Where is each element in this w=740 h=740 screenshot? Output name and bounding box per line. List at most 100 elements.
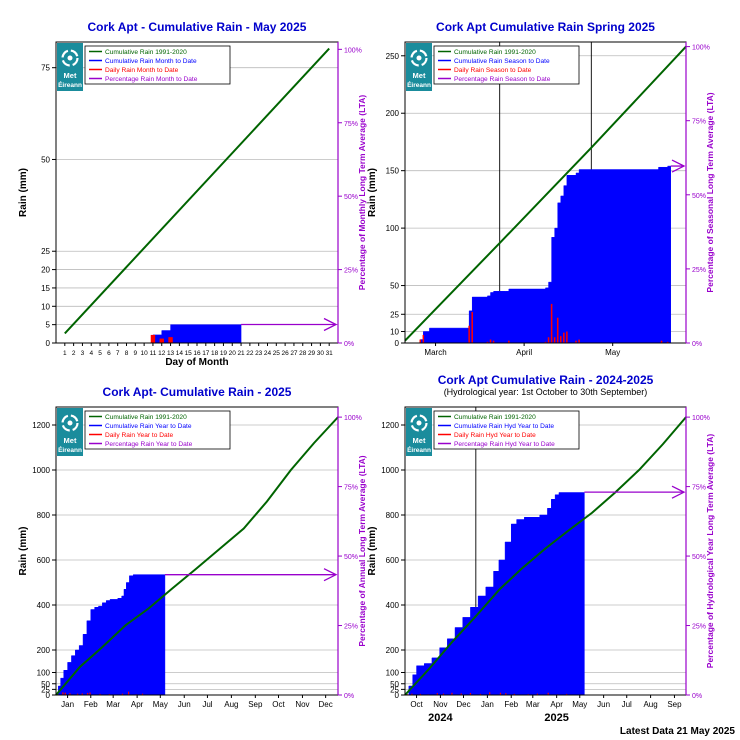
chart-panel-2: Cork Apt Cumulative Rain Spring 2025 0 10 2… (367, 20, 715, 357)
y-tick-label: 1200 (381, 421, 399, 430)
x-tick-label: 19 (220, 350, 228, 357)
y2-tick-label: 0% (692, 341, 702, 348)
swirl-icon (410, 49, 428, 67)
month-label: Nov (433, 700, 447, 709)
x-tick-label: 15 (185, 350, 193, 357)
daily-rain-bar (486, 341, 489, 343)
legend-entry: Cumulative Rain 1991-2020 (105, 49, 187, 56)
year-label: 2024 (428, 712, 453, 724)
daily-rain-bar (550, 303, 553, 343)
y2-tick-label: 0% (344, 341, 354, 348)
y-tick-label: 10 (390, 328, 399, 337)
swirl-center-icon (416, 420, 422, 426)
month-label: Aug (224, 700, 238, 709)
chart-legend: Cumulative Rain 1991-2020 Cumulative Rain… (433, 45, 580, 85)
swirl-center-icon (67, 420, 73, 426)
x-tick-label: 12 (158, 350, 166, 357)
y2-tick-label: 25% (692, 267, 706, 274)
legend-entry: Cumulative Rain Month to Date (105, 58, 197, 65)
daily-rain-bar (468, 325, 470, 343)
daily-rain-bar (411, 693, 413, 695)
y-tick-label: 75 (41, 64, 50, 73)
x-tick-label: 6 (107, 350, 111, 357)
y2-tick-label: 50% (344, 194, 358, 201)
x-tick-label: 27 (290, 350, 298, 357)
legend-entry: Percentage Rain Hyd Year to Date (454, 441, 555, 448)
legend-entry: Cumulative Rain Hyd Year to Date (454, 423, 554, 430)
daily-rain-bar (492, 340, 495, 343)
daily-rain-bar (442, 693, 445, 695)
daily-rain-bar (469, 692, 472, 695)
month-label: Jul (202, 700, 212, 709)
legend-entry: Cumulative Rain 1991-2020 (454, 49, 536, 56)
lta-cumulative-line (404, 45, 687, 342)
x-tick-label: 26 (282, 350, 290, 357)
daily-rain-bar (499, 692, 502, 695)
y2-tick-label: 75% (344, 121, 358, 128)
y-tick-label: 0 (46, 339, 51, 348)
y2-axis-label: Percentage of Monthly Long Term Average … (357, 95, 367, 291)
month-label: Jan (481, 700, 494, 709)
x-tick-label: 31 (326, 350, 334, 357)
legend-box (433, 410, 580, 450)
y2-tick-label: 100% (344, 47, 362, 54)
daily-rain-bar (77, 693, 79, 695)
x-tick-label: 10 (141, 350, 149, 357)
daily-rain-bar (513, 693, 515, 695)
daily-rain-bar (536, 693, 539, 695)
logo-background (57, 43, 83, 91)
legend-entry: Cumulative Rain 1991-2020 (105, 414, 187, 421)
daily-rain-bar (89, 692, 91, 695)
legend-box (433, 45, 580, 85)
daily-rain-bar (121, 693, 124, 695)
daily-rain-bar (64, 692, 66, 695)
y-tick-label: 200 (386, 109, 400, 118)
x-tick-label: 16 (193, 350, 201, 357)
y-tick-label: 150 (386, 167, 400, 176)
daily-rain-bar (505, 693, 507, 695)
y2-tick-label: 75% (692, 485, 706, 492)
chart-title: Cork Apt Cumulative Rain Spring 2025 (436, 20, 655, 34)
daily-rain-bar (553, 337, 556, 343)
x-tick-label: 29 (308, 350, 316, 357)
y-tick-label: 100 (37, 669, 51, 678)
daily-rain-bar (660, 340, 663, 343)
y2-tick-label: 100% (344, 415, 362, 422)
month-label: May (605, 348, 620, 357)
y2-tick-label: 50% (692, 554, 706, 561)
y-axis-label: Rain (mm) (367, 168, 378, 217)
x-tick-label: 30 (317, 350, 325, 357)
logo-text-met: Met (413, 436, 426, 445)
x-tick-label: 2 (72, 350, 76, 357)
chart-subtitle: (Hydrological year: 1st October to 30th … (444, 387, 648, 397)
daily-rain-bar (150, 334, 156, 343)
month-label: Feb (84, 700, 98, 709)
y-tick-label: 15 (41, 284, 50, 293)
legend-entry: Cumulative Rain 1991-2020 (454, 414, 536, 421)
y-axis-label: Rain (mm) (18, 527, 29, 576)
daily-rain-bar (575, 340, 577, 343)
y-tick-label: 600 (37, 556, 51, 565)
logo-text-met: Met (413, 71, 426, 80)
x-axis-label: Day of Month (165, 357, 228, 368)
chart-panel-4: Cork Apt Cumulative Rain - 2024-2025(Hyd… (367, 373, 715, 724)
logo-text-eireann: Éireann (407, 80, 431, 89)
y2-tick-label: 0% (692, 693, 702, 700)
chart-legend: Cumulative Rain 1991-2020 Cumulative Rain… (84, 45, 231, 85)
legend-entry: Percentage Rain Year to Date (105, 441, 193, 448)
daily-rain-bar (87, 692, 89, 695)
swirl-center-icon (67, 55, 73, 61)
month-label: Sep (248, 700, 263, 709)
month-label: Jan (61, 700, 74, 709)
y2-axis-label: Percentage of Annual Long Term Average (… (357, 455, 367, 646)
x-tick-label: 23 (255, 350, 263, 357)
daily-rain-bar (556, 317, 559, 343)
y2-axis-label: Percentage of Hydrological Year Long Ter… (705, 434, 715, 669)
legend-box (84, 45, 231, 85)
month-label: May (153, 700, 168, 709)
month-label: Mar (106, 700, 120, 709)
y2-tick-label: 0% (344, 693, 354, 700)
